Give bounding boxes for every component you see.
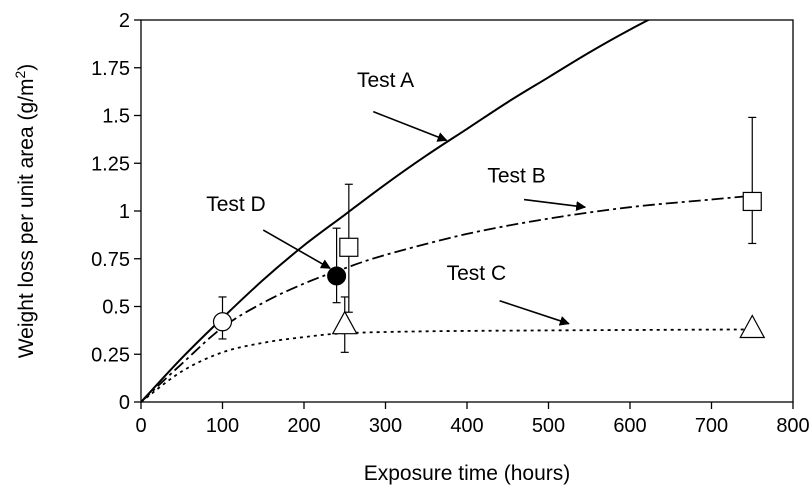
y-axis-title-superscript: 2: [12, 71, 28, 79]
y-tick-label: 0: [119, 392, 130, 414]
y-axis-title-suffix: ): [15, 64, 38, 71]
y-tick-label: 0.25: [91, 344, 130, 366]
annotation-arrow-test-a: [372, 110, 448, 142]
x-tick-label: 500: [532, 415, 565, 437]
triangle-marker: [739, 314, 766, 339]
annotation-arrow-test-d: [262, 229, 331, 269]
x-tick-label: 100: [206, 415, 239, 437]
annotation-test-a: Test A: [357, 69, 414, 92]
y-tick-label: 1: [119, 201, 130, 223]
square-marker: [742, 191, 762, 212]
annotation-test-b: Test B: [487, 164, 545, 187]
x-tick-label: 300: [369, 415, 402, 437]
square-marker: [339, 237, 359, 257]
filled-circle-marker: [327, 266, 347, 286]
x-tick-label: 200: [287, 415, 320, 437]
y-tick-label: 1.25: [91, 153, 130, 175]
annotations: Test A Test B Test C Test D: [206, 69, 587, 326]
x-axis: 0 100 200 300 400 500 600 700 800: [135, 402, 810, 437]
annotation-arrow-test-b: [523, 198, 587, 212]
y-tick-label: 1.5: [102, 106, 130, 128]
x-tick-label: 0: [135, 415, 146, 437]
open-circle-marker: [212, 312, 233, 332]
series-line-test-c: [141, 328, 753, 402]
series-line-test-b: [141, 194, 753, 402]
y-tick-label: 2: [119, 10, 130, 32]
y-tick-label: 0.5: [102, 297, 130, 319]
y-tick-label: 1.75: [91, 58, 130, 80]
data-markers: [212, 191, 766, 339]
y-tick-label: 0.75: [91, 249, 130, 271]
x-tick-label: 800: [776, 415, 809, 437]
x-tick-label: 400: [450, 415, 483, 437]
triangle-marker: [331, 310, 358, 335]
y-axis: 0 0.25 0.5 0.75 1 1.25 1.5 1.75 2: [91, 10, 141, 414]
x-tick-label: 700: [695, 415, 728, 437]
annotation-arrow-test-c: [499, 300, 570, 326]
x-tick-label: 600: [613, 415, 646, 437]
y-axis-title-text: Weight loss per unit area (g/m: [15, 79, 38, 359]
annotation-test-d: Test D: [206, 193, 266, 216]
series-line-test-a: [141, 20, 651, 402]
y-axis-title: Weight loss per unit area (g/m2): [12, 64, 38, 359]
error-bars: [218, 116, 757, 353]
annotation-test-c: Test C: [447, 262, 507, 285]
x-axis-title: Exposure time (hours): [364, 462, 571, 485]
